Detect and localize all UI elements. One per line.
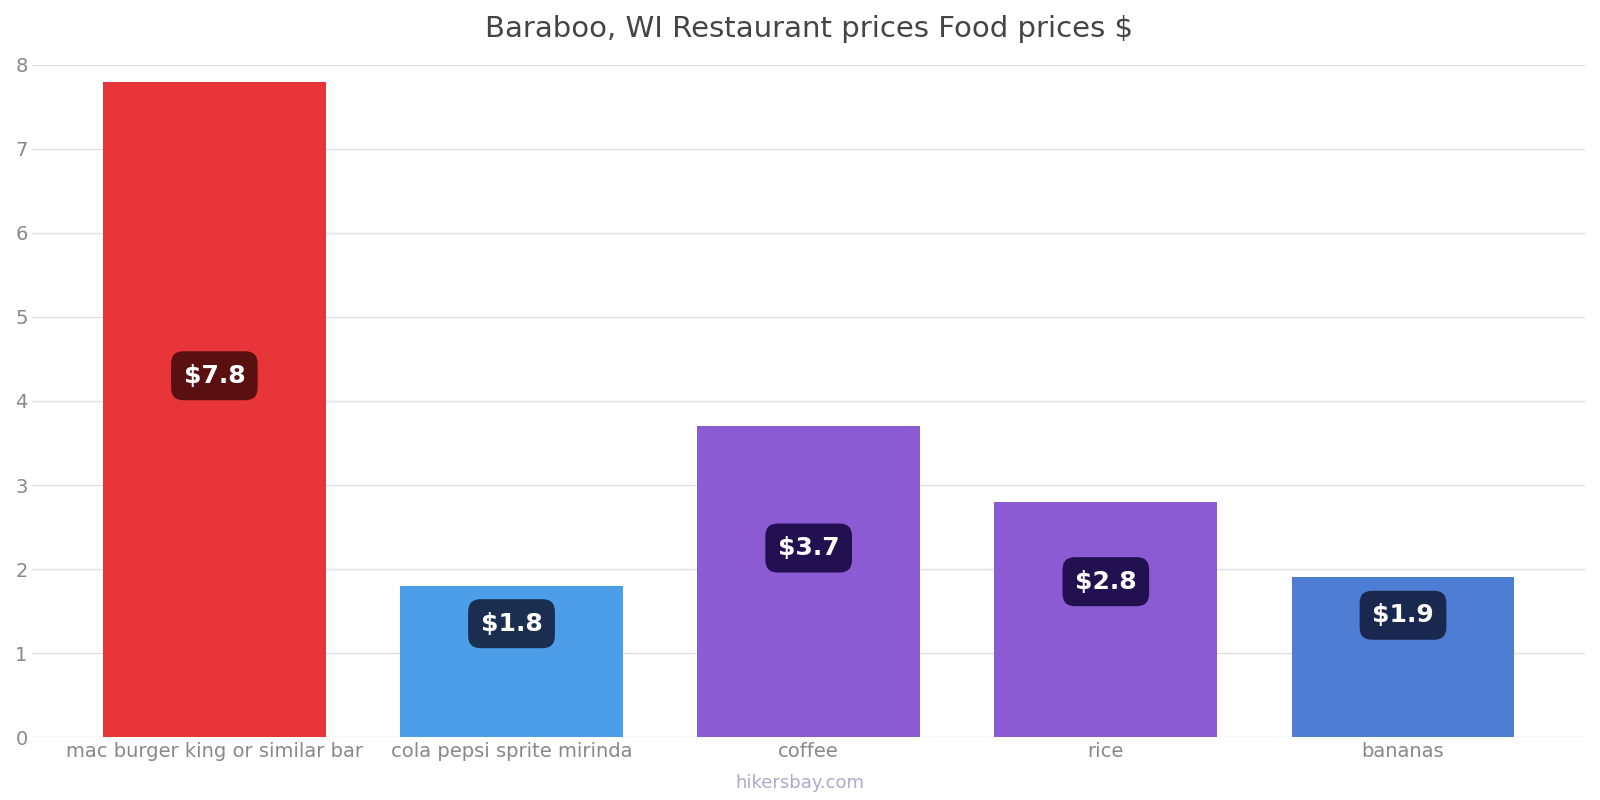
Bar — [1291, 578, 1515, 737]
Text: $1.9: $1.9 — [1373, 603, 1434, 627]
Bar — [698, 426, 920, 737]
Bar — [995, 502, 1218, 737]
Text: $1.8: $1.8 — [480, 612, 542, 636]
Text: hikersbay.com: hikersbay.com — [736, 774, 864, 792]
Text: $3.7: $3.7 — [778, 536, 840, 560]
Bar — [102, 82, 326, 737]
Text: $7.8: $7.8 — [184, 364, 245, 388]
Text: $2.8: $2.8 — [1075, 570, 1136, 594]
Title: Baraboo, WI Restaurant prices Food prices $: Baraboo, WI Restaurant prices Food price… — [485, 15, 1133, 43]
Bar — [400, 586, 622, 737]
